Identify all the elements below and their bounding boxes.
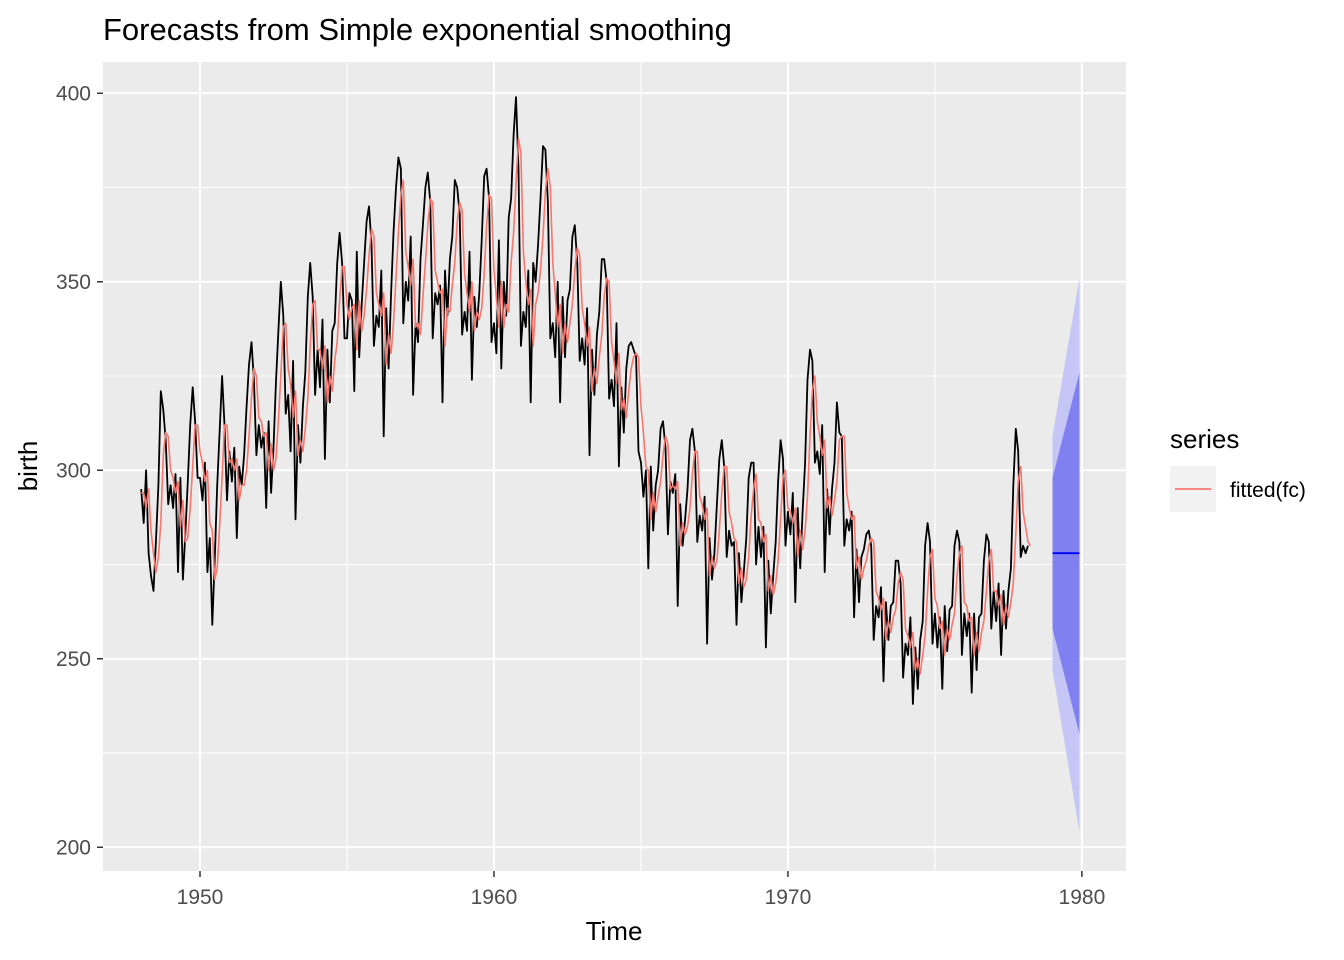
x-axis-title: Time [586,916,643,946]
x-tick-label-2: 1970 [765,886,812,909]
x-axis-ticks: 1950 1960 1970 1980 [177,871,1106,909]
series-layer [140,96,1080,833]
y-tick-label-3: 350 [56,271,91,294]
legend-label-fitted: fitted(fc) [1230,479,1306,502]
y-axis-title: birth [13,441,43,492]
x-tick-label-0: 1950 [177,886,224,909]
y-tick-label-0: 200 [56,836,91,859]
legend-title: series [1170,424,1239,454]
x-tick-label-1: 1960 [471,886,518,909]
plot-panel [103,62,1126,871]
x-tick-label-3: 1980 [1059,886,1106,909]
y-tick-label-4: 400 [56,82,91,105]
series-line-fitted [141,137,1032,675]
chart-title: Forecasts from Simple exponential smooth… [103,12,732,47]
series-line-observed [140,96,1029,705]
y-axis-ticks: 200 250 300 350 400 [56,82,103,859]
y-tick-label-1: 250 [56,648,91,671]
y-tick-label-2: 300 [56,459,91,482]
legend: series fitted(fc) [1170,424,1306,512]
